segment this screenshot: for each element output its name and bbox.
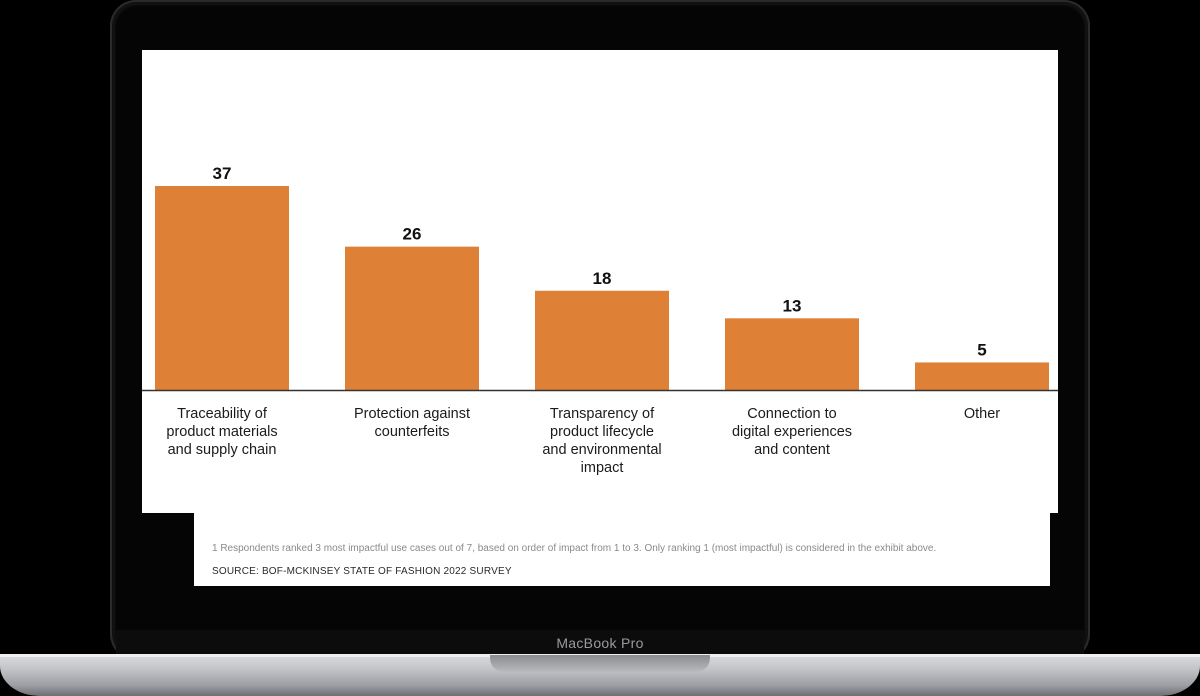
value-label-2: 26 xyxy=(403,225,422,244)
chart-screen: 37 Traceability of product materials and su… xyxy=(142,50,1058,513)
value-label-4: 13 xyxy=(783,296,802,315)
category-label-4: Connection to digital experiences and cont… xyxy=(732,406,852,458)
chart-footnote: 1 Respondents ranked 3 most impactful us… xyxy=(212,543,937,554)
category-label-5: Other xyxy=(964,406,1000,422)
notes-panel: 1 Respondents ranked 3 most impactful us… xyxy=(194,513,1050,586)
bezel-chin xyxy=(116,630,1084,654)
bar-4 xyxy=(725,318,859,390)
category-label-2: Protection against counterfeits xyxy=(354,406,470,440)
bar-1 xyxy=(155,186,289,390)
bar-3 xyxy=(535,290,669,390)
value-label-1: 37 xyxy=(213,164,232,183)
category-label-3: Transparency of product lifecycle and envi… xyxy=(542,406,661,476)
bar-2 xyxy=(345,246,479,390)
value-label-3: 18 xyxy=(593,269,612,288)
chart-source: SOURCE: BOF-MCKINSEY STATE OF FASHION 20… xyxy=(212,566,512,577)
bar-5 xyxy=(915,362,1049,390)
value-label-5: 5 xyxy=(977,340,986,359)
laptop-opening-notch xyxy=(490,655,710,672)
category-label-1: Traceability of product materials and supp… xyxy=(166,406,277,458)
laptop-brand-label: MacBook Pro xyxy=(556,635,644,651)
bar-chart: 37 Traceability of product materials and su… xyxy=(142,164,1058,476)
